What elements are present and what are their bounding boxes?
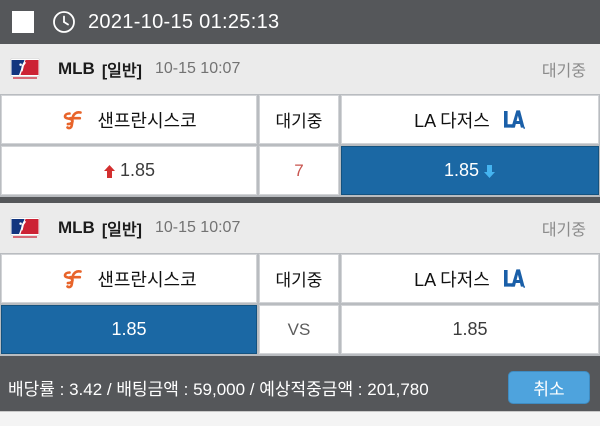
ticket-header: MLB [일반] 10-15 10:07 대기중 [0,203,600,253]
home-odds-value: 1.85 [111,319,147,339]
away-team-cell[interactable]: LA 다저스 [341,254,599,303]
away-team-name: LA 다저스 [414,110,490,131]
match-state-label: 대기중 [275,271,323,290]
home-odds-cell[interactable]: 1.85 [1,305,257,354]
timestamp-label: 2021-10-15 01:25:13 [88,10,280,33]
odds-row: 1.85 VS 1.85 [0,305,600,354]
home-team-cell[interactable]: 샌프란시스코 [1,95,257,144]
ticket-list: MLB [일반] 10-15 10:07 대기중 [0,44,600,356]
mlb-logo-icon [10,217,40,239]
match-score-cell: VS [259,305,339,354]
ticket-grid: 샌프란시스코 대기중 LA 다저스 [0,253,600,356]
arrow-up-icon [103,163,116,178]
home-team-cell[interactable]: 샌프란시스코 [1,254,257,303]
clock-icon [52,10,76,34]
la-dodgers-logo-icon [500,107,526,133]
bet-ticket: MLB [일반] 10-15 10:07 대기중 [0,203,600,356]
cancel-button[interactable]: 취소 [508,371,590,404]
summary-bar: 배당률 : 3.42 / 배팅금액 : 59,000 / 예상적중금액 : 20… [0,364,600,411]
match-time-label: 10-15 10:07 [154,219,241,236]
home-team-name: 샌프란시스코 [97,110,197,131]
ticket-grid: 샌프란시스코 대기중 LA 다저스 [0,94,600,197]
home-odds-cell[interactable]: 1.85 [1,146,257,195]
away-odds-cell[interactable]: 1.85 [341,305,599,354]
ticket-status-label: 대기중 [541,222,586,239]
away-team-name: LA 다저스 [414,269,490,290]
odds-row: 1.85 7 1.85 [0,146,600,195]
away-team-cell[interactable]: LA 다저스 [341,95,599,144]
match-state-cell: 대기중 [259,254,339,303]
sf-giants-logo-icon [61,107,87,133]
bet-kind-label: [일반] [101,222,142,239]
footer-strip [0,411,600,426]
select-all-checkbox[interactable] [12,11,34,33]
team-row: 샌프란시스코 대기중 LA 다저스 [0,95,600,144]
match-state-cell: 대기중 [259,95,339,144]
la-dodgers-logo-icon [500,266,526,292]
match-state-label: 대기중 [275,112,323,131]
bet-ticket: MLB [일반] 10-15 10:07 대기중 [0,44,600,197]
ticket-header: MLB [일반] 10-15 10:07 대기중 [0,44,600,94]
team-row: 샌프란시스코 대기중 LA 다저스 [0,254,600,303]
bet-kind-label: [일반] [101,63,142,80]
away-odds-cell[interactable]: 1.85 [341,146,599,195]
top-bar: 2021-10-15 01:25:13 [0,0,600,44]
arrow-down-icon [483,163,496,178]
summary-text: 배당률 : 3.42 / 배팅금액 : 59,000 / 예상적중금액 : 20… [8,380,429,399]
home-odds-value: 1.85 [119,160,156,180]
match-score-value: 7 [294,160,304,180]
league-label: MLB [58,59,95,78]
away-odds-value: 1.85 [443,160,480,180]
mlb-logo-icon [10,58,40,80]
ticket-divider [0,197,600,203]
match-time-label: 10-15 10:07 [154,60,241,77]
league-label: MLB [58,218,95,237]
match-score-value: VS [287,319,311,339]
ticket-status-label: 대기중 [541,63,586,80]
home-team-name: 샌프란시스코 [97,269,197,290]
away-odds-value: 1.85 [452,319,488,339]
match-score-cell: 7 [259,146,339,195]
sf-giants-logo-icon [61,266,87,292]
